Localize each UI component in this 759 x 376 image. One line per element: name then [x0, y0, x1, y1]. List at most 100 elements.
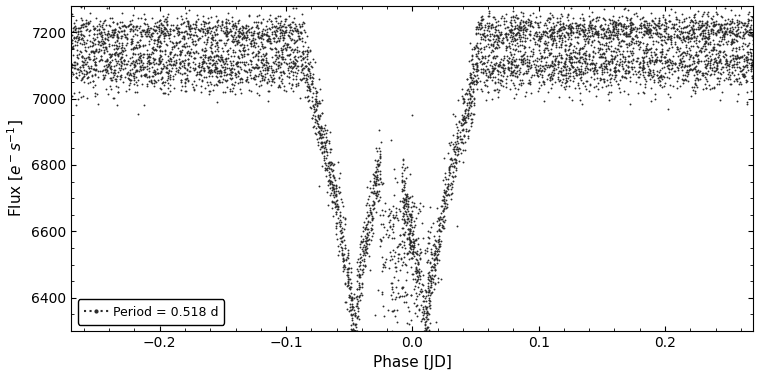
Point: [185, 24, 197, 30]
Point: [509, 32, 521, 38]
Point: [261, 32, 273, 38]
Point: [221, 61, 233, 67]
Point: [277, 37, 289, 43]
Point: [746, 62, 758, 68]
Point: [475, 49, 487, 55]
Point: [172, 26, 184, 32]
Point: [633, 29, 645, 35]
Point: [453, 119, 465, 125]
Point: [257, 62, 269, 68]
Point: [357, 262, 370, 268]
Point: [204, 88, 216, 94]
Point: [513, 56, 525, 62]
Point: [286, 64, 298, 70]
Point: [532, 37, 544, 43]
Point: [706, 65, 718, 71]
Point: [159, 51, 172, 57]
Point: [563, 58, 575, 64]
Point: [641, 26, 653, 32]
Point: [635, 23, 647, 29]
Point: [222, 20, 235, 26]
Point: [672, 75, 684, 81]
Point: [567, 29, 579, 35]
Point: [174, 38, 186, 44]
Point: [77, 35, 89, 41]
Point: [235, 79, 247, 85]
Point: [394, 267, 406, 273]
Point: [504, 29, 516, 35]
Point: [126, 38, 138, 44]
Point: [198, 59, 210, 65]
Point: [710, 65, 723, 71]
Point: [202, 54, 214, 60]
Point: [634, 22, 646, 28]
Point: [401, 216, 413, 222]
Point: [467, 62, 479, 68]
Point: [310, 96, 322, 102]
Point: [348, 307, 361, 313]
Point: [199, 54, 211, 60]
Point: [429, 237, 441, 243]
Point: [348, 328, 361, 334]
Point: [111, 46, 123, 52]
Point: [676, 11, 688, 17]
Point: [498, 69, 510, 75]
Point: [159, 89, 171, 96]
Point: [697, 86, 709, 92]
Point: [103, 22, 115, 28]
Point: [197, 46, 209, 52]
Point: [687, 58, 699, 64]
Point: [138, 27, 150, 33]
Point: [524, 22, 536, 28]
Point: [470, 60, 482, 66]
Point: [178, 70, 191, 76]
Point: [254, 92, 266, 98]
Point: [696, 22, 708, 28]
Point: [82, 64, 94, 70]
Point: [724, 18, 736, 24]
Point: [692, 61, 704, 67]
Point: [442, 150, 454, 156]
Point: [405, 211, 417, 217]
Point: [524, 23, 536, 29]
Point: [370, 182, 383, 188]
Point: [648, 59, 660, 65]
Point: [423, 327, 435, 334]
Point: [449, 156, 461, 162]
Point: [641, 61, 653, 67]
Point: [742, 49, 754, 55]
Point: [484, 42, 496, 48]
Point: [238, 47, 250, 53]
Point: [289, 69, 301, 75]
Point: [362, 232, 374, 238]
Point: [446, 184, 458, 190]
Point: [176, 83, 188, 89]
Point: [565, 36, 577, 42]
Point: [583, 14, 595, 20]
Point: [108, 64, 120, 70]
Point: [688, 64, 701, 70]
Point: [609, 55, 621, 61]
Point: [272, 55, 284, 61]
Point: [251, 62, 263, 68]
Point: [419, 324, 431, 331]
Point: [121, 61, 134, 67]
Point: [664, 94, 676, 100]
Point: [407, 203, 419, 209]
Point: [260, 57, 272, 63]
Point: [245, 29, 257, 35]
Point: [317, 143, 329, 149]
Point: [338, 251, 350, 257]
Point: [90, 47, 102, 53]
Point: [657, 84, 669, 90]
Point: [75, 4, 87, 10]
Point: [701, 18, 713, 24]
Point: [360, 243, 372, 249]
Point: [151, 44, 163, 50]
Point: [704, 53, 716, 59]
Point: [594, 41, 606, 47]
Point: [506, 30, 518, 36]
Point: [370, 180, 382, 186]
Point: [204, 30, 216, 36]
Point: [676, 76, 688, 82]
